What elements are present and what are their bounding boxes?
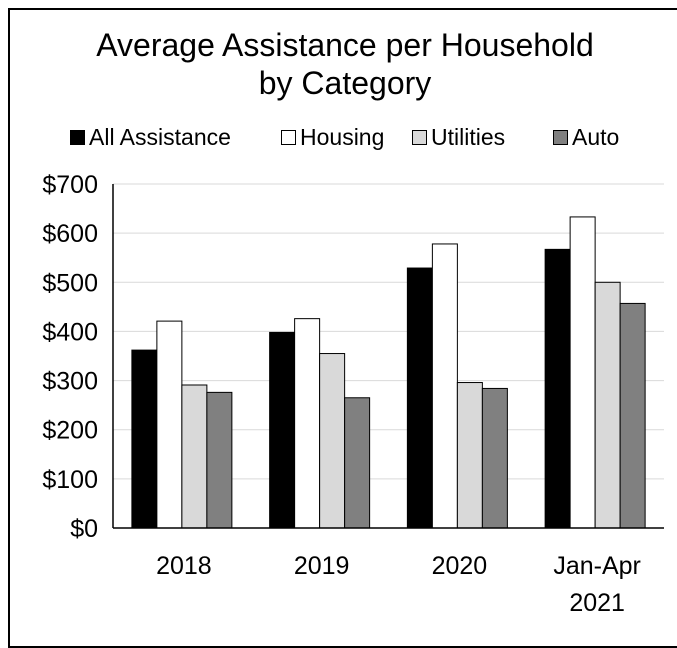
bar [294, 318, 321, 529]
legend-swatch-housing [281, 129, 296, 145]
bar [269, 331, 296, 529]
bar [619, 302, 646, 529]
x-tick-label: Jan-Apr [553, 552, 641, 580]
y-tick-label: $100 [42, 466, 98, 494]
y-tick-label: $600 [42, 220, 98, 248]
legend-item-auto: Auto [553, 122, 619, 152]
y-tick-label: $400 [42, 318, 98, 346]
chart-title: Average Assistance per Household by Cate… [0, 26, 677, 102]
y-tick-label: $200 [42, 417, 98, 445]
legend-label-all-assistance: All Assistance [89, 123, 231, 150]
y-tick-label: $500 [42, 269, 98, 297]
y-tick-label: $0 [70, 515, 98, 543]
legend-item-utilities: Utilities [412, 122, 505, 152]
bar [456, 382, 483, 529]
legend-label-utilities: Utilities [431, 123, 506, 150]
x-tick-label: 2018 [156, 552, 212, 580]
x-tick-label: 2019 [294, 552, 350, 580]
bar [594, 281, 621, 529]
bar [569, 216, 596, 529]
bar [131, 349, 158, 529]
bar-chart: $0 $100 $200 $300 $400 $500 $600 $700 2018 2019 20… [42, 171, 664, 617]
chart-legend: All Assistance Housing Utilities Auto [0, 122, 677, 152]
x-tick-label: 2020 [432, 552, 488, 580]
legend-label-housing: Housing [300, 123, 385, 150]
y-tick-label: $300 [42, 368, 98, 396]
legend-item-all-assistance: All Assistance [70, 122, 231, 152]
y-tick-label: $700 [42, 171, 98, 199]
legend-swatch-utilities [412, 129, 427, 145]
chart-title-line-2: by Category [258, 65, 432, 101]
legend-swatch-all-assistance [70, 129, 85, 145]
bar [319, 353, 346, 529]
bar [156, 320, 183, 529]
chart-title-line-1: Average Assistance per Household [96, 27, 594, 63]
bar [544, 248, 571, 529]
bar [344, 397, 371, 529]
bar [431, 243, 458, 529]
legend-item-housing: Housing [281, 122, 384, 152]
bar [206, 391, 233, 529]
bar [481, 387, 508, 529]
bar [406, 267, 433, 529]
legend-swatch-auto [553, 129, 568, 145]
legend-label-auto: Auto [572, 123, 620, 150]
x-tick-label: 2021 [569, 589, 625, 617]
bar [181, 384, 208, 529]
